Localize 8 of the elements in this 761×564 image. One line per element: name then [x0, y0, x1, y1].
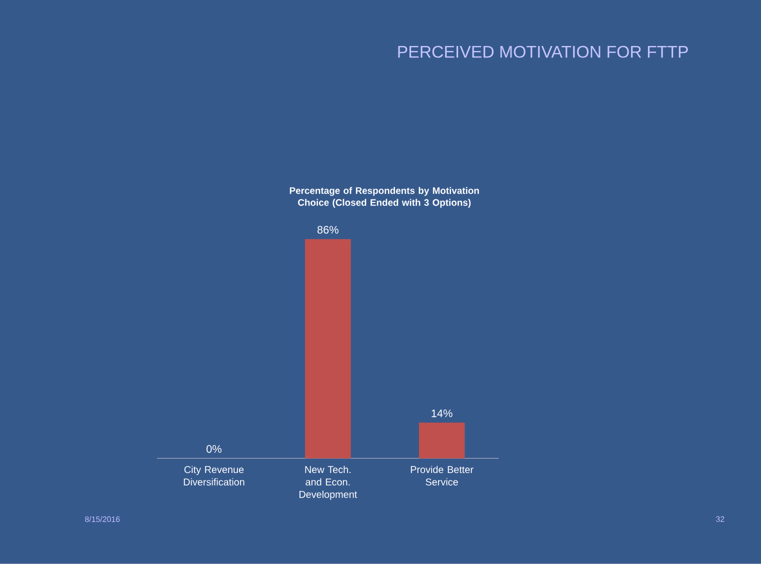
x-tick-label: New Tech. and Econ. Development [299, 466, 358, 500]
data-label: 0% [206, 445, 222, 453]
x-tick-label: City Revenue Diversification [184, 466, 244, 486]
text: PERCEIVED MOTIVATION FOR FTTP [398, 46, 688, 58]
chart-subtitle: Percentage of Respondents by Motivation Choice (Closed Ended with 3 Options) [290, 187, 479, 208]
data-label: 86% [317, 226, 338, 234]
x-tick-label: Provide Better Service [410, 466, 474, 486]
data-label: 14% [432, 410, 452, 418]
